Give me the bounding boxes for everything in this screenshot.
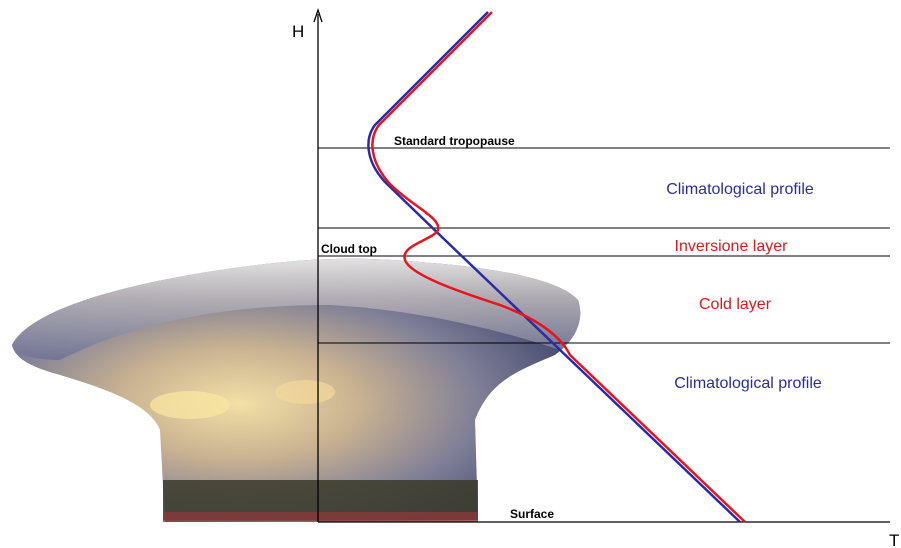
axes (313, 7, 890, 523)
observed-curve (371, 11, 746, 523)
layer-label: Climatological profile (666, 181, 814, 198)
layer-label: Inversione layer (675, 238, 789, 255)
y-axis-label: H (292, 22, 304, 41)
level-label: Standard tropopause (394, 134, 515, 148)
climatological-curve (367, 11, 741, 523)
level-label: Surface (510, 507, 554, 521)
layer-label: Climatological profile (674, 375, 822, 392)
y-arrow (313, 7, 323, 23)
level-lines (318, 147, 890, 344)
x-axis-label: T (889, 531, 899, 548)
cloud-image (12, 258, 581, 522)
layer-label: Cold layer (699, 296, 772, 313)
level-label: Cloud top (321, 242, 377, 256)
